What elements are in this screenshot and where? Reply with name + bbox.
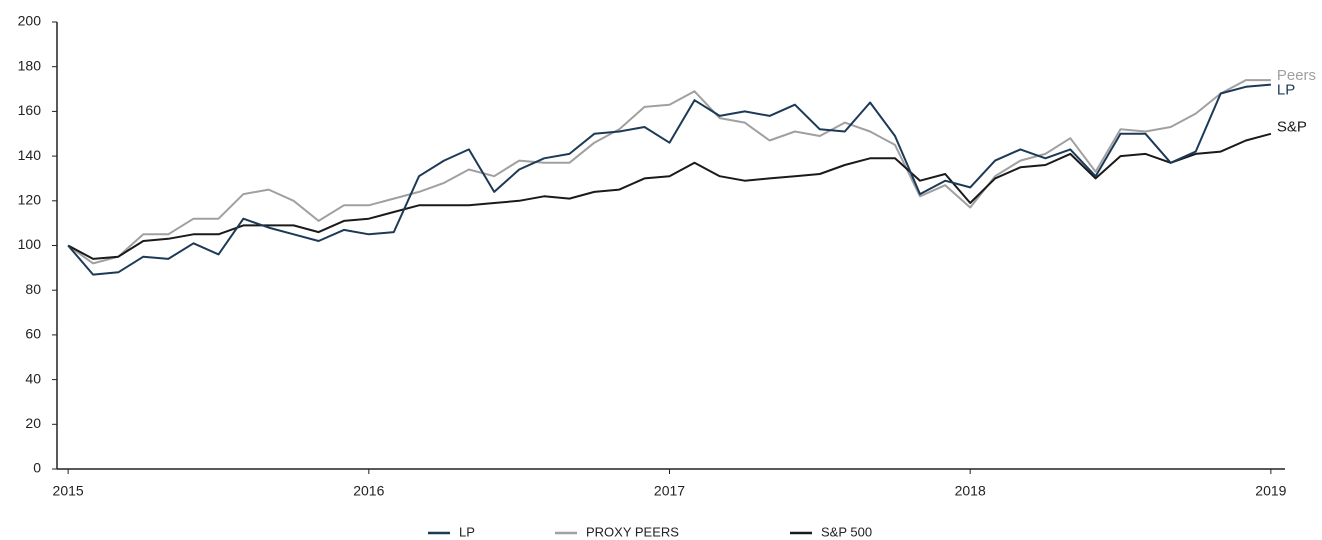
- y-tick-label: 60: [25, 326, 41, 342]
- x-tick-label: 2015: [53, 483, 84, 499]
- series-line: [67, 132, 1272, 260]
- legend-label: S&P 500: [821, 524, 872, 539]
- y-tick-label: 0: [33, 460, 41, 476]
- end-label: LP: [1277, 82, 1295, 99]
- y-tick-label: 40: [25, 370, 41, 386]
- x-tick-label: 2017: [654, 483, 685, 499]
- y-tick-label: 160: [18, 102, 42, 118]
- y-tick-label: 20: [25, 415, 41, 431]
- x-tick-label: 2018: [955, 483, 986, 499]
- y-tick-label: 200: [18, 13, 42, 29]
- series-line: [67, 83, 1271, 276]
- y-tick-label: 120: [18, 192, 42, 208]
- y-tick-label: 180: [18, 57, 42, 73]
- x-tick-label: 2019: [1255, 483, 1286, 499]
- legend-label: LP: [459, 524, 475, 539]
- x-tick-label: 2016: [353, 483, 384, 499]
- end-label: S&P: [1277, 119, 1307, 136]
- legend-label: PROXY PEERS: [586, 524, 679, 539]
- y-tick-label: 100: [18, 236, 42, 252]
- series-line: [67, 79, 1271, 265]
- end-label: Peers: [1277, 67, 1316, 84]
- y-tick-label: 80: [25, 281, 41, 297]
- y-tick-label: 140: [18, 147, 42, 163]
